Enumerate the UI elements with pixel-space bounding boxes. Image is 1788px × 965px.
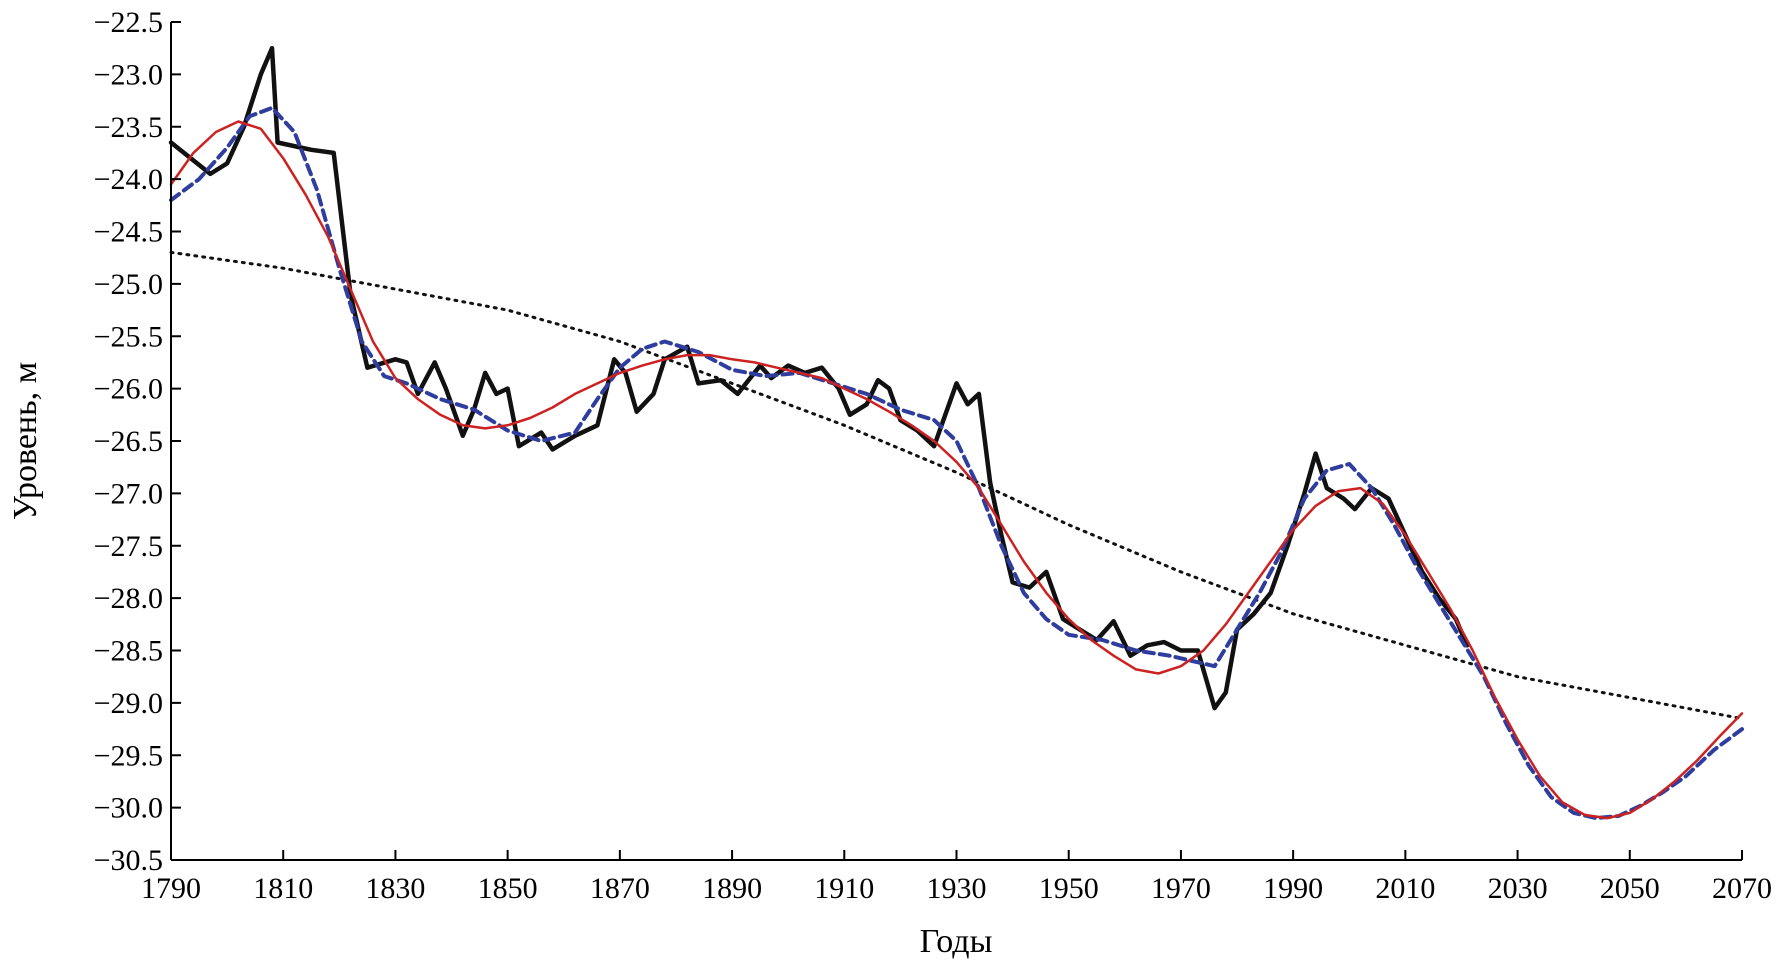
x-tick-label: 2050: [1600, 872, 1660, 905]
y-tick-label: −27.0: [94, 477, 163, 510]
y-tick-label: −26.0: [94, 373, 163, 406]
y-tick-label: −24.5: [94, 216, 163, 249]
x-tick-label: 1890: [702, 872, 762, 905]
x-tick-label: 1830: [365, 872, 425, 905]
x-tick-label: 1850: [478, 872, 538, 905]
model-smooth-line: [169, 120, 1744, 820]
x-tick-label: 1810: [253, 872, 313, 905]
y-tick-label: −23.5: [94, 111, 163, 144]
observed-level-line: [168, 45, 1470, 711]
x-tick-label: 1790: [141, 872, 201, 905]
y-tick-label: −23.0: [94, 58, 163, 91]
x-tick-label: 2070: [1712, 872, 1772, 905]
x-tick-label: 1970: [1151, 872, 1211, 905]
x-tick-label: 1990: [1263, 872, 1323, 905]
x-tick-label: 2030: [1488, 872, 1548, 905]
y-tick-label: −25.0: [94, 268, 163, 301]
y-tick-label: −29.0: [94, 687, 163, 720]
plot-series-group: [168, 45, 1744, 821]
y-tick-label: −30.0: [94, 792, 163, 825]
x-tick-label: 1930: [927, 872, 987, 905]
x-tick-label: 1910: [814, 872, 874, 905]
y-tick-label: −24.0: [94, 163, 163, 196]
y-axis-title: Уровень, м: [7, 362, 44, 520]
y-tick-label: −29.5: [94, 739, 163, 772]
y-tick-label: −22.5: [94, 6, 163, 39]
x-tick-label: 1870: [590, 872, 650, 905]
y-axis-ticks: −22.5 −23.0 −23.5 −24.0 −24.5 −25.0 −25.5 −26.0…: [94, 6, 181, 877]
x-axis-ticks: 1790 1810 1830 1850 1870 1890 1910 1930 1950 1970…: [141, 850, 1772, 905]
x-tick-label: 1950: [1039, 872, 1099, 905]
y-tick-label: −28.5: [94, 635, 163, 668]
y-tick-label: −28.0: [94, 582, 163, 615]
x-tick-label: 2010: [1375, 872, 1435, 905]
x-axis-title: Годы: [920, 923, 993, 960]
y-tick-label: −25.5: [94, 320, 163, 353]
y-tick-label: −27.5: [94, 530, 163, 563]
y-tick-label: −30.5: [94, 844, 163, 877]
trend-dotted-line: [169, 250, 1744, 721]
y-tick-label: −26.5: [94, 425, 163, 458]
model-dashed-line: [169, 105, 1744, 821]
